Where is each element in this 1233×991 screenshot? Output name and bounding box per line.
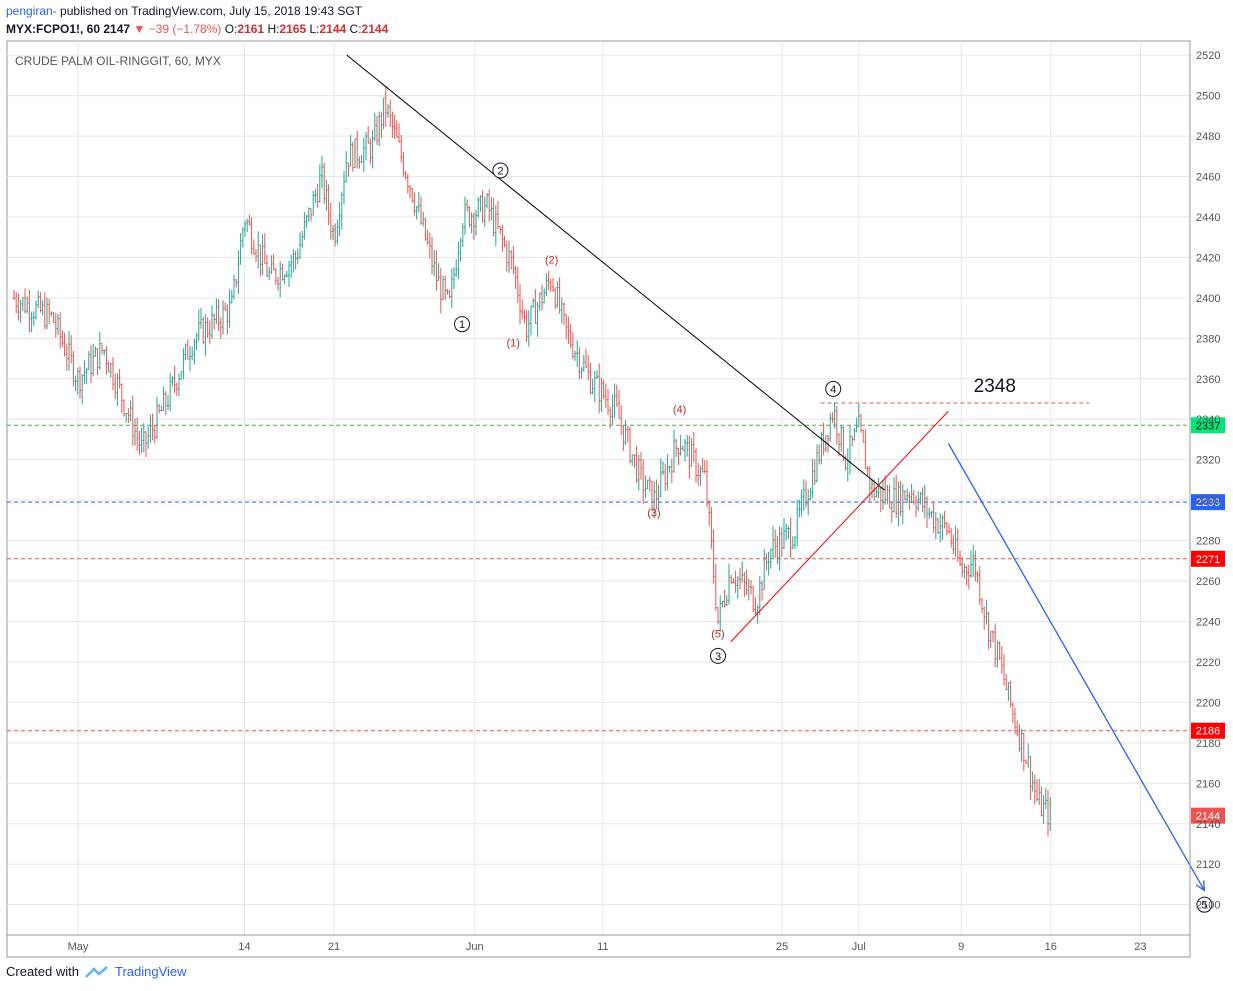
wave-label-sub: (5) — [711, 629, 724, 641]
time-tick-label: 16 — [1045, 941, 1057, 953]
author-link[interactable]: pengiran- — [6, 4, 57, 18]
open-value: 2161 — [237, 22, 265, 36]
price-tick-label: 2360 — [1196, 374, 1220, 386]
level-label: 2337 — [1196, 420, 1220, 432]
price-tick-label: 2140 — [1196, 819, 1220, 831]
last-price-label: 2144 — [1196, 811, 1220, 823]
black-trendline — [346, 54, 885, 491]
time-tick-label: 25 — [776, 941, 788, 953]
time-tick-label: 21 — [328, 941, 340, 953]
time-tick-label: 14 — [238, 941, 250, 953]
wave-circle — [1196, 896, 1213, 913]
price-tick-label: 2460 — [1196, 172, 1220, 184]
level-label-bg — [1191, 722, 1225, 739]
chart-grid — [6, 40, 1191, 936]
price-tick-label: 2400 — [1196, 293, 1220, 305]
target-value-label: 2348 — [974, 376, 1016, 397]
close-label: C: — [349, 22, 362, 36]
wave-circle — [710, 647, 726, 664]
wave-label-circled: 5 — [1201, 900, 1207, 912]
last-price: 2147 — [103, 22, 131, 36]
price-tick-label: 2200 — [1196, 697, 1220, 709]
price-tick-label: 2240 — [1196, 616, 1220, 628]
created-with-label: Created with — [6, 964, 79, 979]
candles — [13, 86, 1052, 837]
wave-label-sub: (4) — [673, 404, 686, 416]
wave-circle — [492, 162, 509, 179]
price-tick-label: 2500 — [1196, 91, 1220, 103]
price-change: −39 (−1.78%) — [148, 22, 222, 36]
time-tick-label: 9 — [958, 941, 964, 953]
price-tick-label: 2220 — [1196, 657, 1220, 669]
level-label-bg — [1191, 550, 1225, 567]
symbol-label[interactable]: MYX:FCPO1!, 60 — [6, 22, 101, 36]
level-label: 2186 — [1196, 726, 1220, 738]
close-value: 2144 — [361, 22, 389, 36]
level-label-bg — [1191, 494, 1225, 511]
low-value: 2144 — [319, 22, 347, 36]
low-label: L: — [309, 22, 320, 36]
price-tick-label: 2340 — [1196, 414, 1220, 426]
price-tick-label: 2300 — [1196, 495, 1220, 507]
price-tick-label: 2320 — [1196, 455, 1220, 467]
wave-label-circled: 1 — [459, 319, 465, 331]
level-label: 2271 — [1196, 554, 1220, 566]
time-tick-label: Jul — [852, 941, 866, 953]
time-tick-label: 11 — [597, 941, 608, 953]
level-label: 2299 — [1196, 497, 1220, 509]
price-tick-label: 2100 — [1196, 900, 1220, 912]
time-tick-label: Jun — [466, 941, 484, 953]
down-arrow-icon: ▼ — [133, 22, 146, 36]
projection-arrow-head — [1195, 880, 1206, 892]
annotations: 2348 1 2 3 4 5 (1) (2) (3) (4) (5) — [346, 54, 1213, 913]
chart-title: CRUDE PALM OIL-RINGGIT, 60, MYX — [15, 54, 221, 68]
time-axis[interactable]: May1421Jun1125Jul91623Aug7 — [6, 934, 1233, 958]
footer: Created with TradingView — [6, 964, 187, 979]
price-tick-label: 2280 — [1196, 536, 1220, 548]
open-label: O: — [224, 22, 238, 36]
tradingview-brand[interactable]: TradingView — [114, 964, 187, 979]
wave-label-sub: (2) — [545, 254, 558, 266]
wave-label-circled: 3 — [715, 651, 721, 663]
wave-circle — [825, 380, 842, 397]
plot-frame — [6, 40, 1191, 936]
price-tick-label: 2380 — [1196, 333, 1220, 345]
price-tick-label: 2180 — [1196, 738, 1220, 750]
price-tick-label: 2160 — [1196, 778, 1220, 790]
price-tick-label: 2520 — [1196, 50, 1220, 62]
price-tick-label: 2420 — [1196, 252, 1220, 264]
high-label: H: — [267, 22, 280, 36]
price-tick-label: 2120 — [1196, 859, 1220, 871]
high-value: 2165 — [279, 22, 307, 36]
price-tick-label: 2480 — [1196, 131, 1220, 143]
time-tick-label: May — [68, 941, 89, 953]
price-axis[interactable]: 2100 2120 2140 2160 2180 2200 2220 2240 2260 2280… — [1189, 41, 1220, 935]
projection-arrow-line — [947, 443, 1205, 891]
symbol-bar: MYX:FCPO1!, 60 2147 ▼ −39 (−1.78%) O:216… — [6, 21, 388, 37]
wave-label-circled: 2 — [497, 165, 503, 177]
last-price-label-bg — [1191, 807, 1225, 824]
chart-header: pengiran- published on TradingView.com, … — [6, 3, 362, 19]
tradingview-logo-icon — [85, 965, 108, 978]
time-axis-box — [6, 934, 1191, 958]
red-trendline — [730, 410, 949, 643]
level-label-bg — [1191, 417, 1225, 434]
wave-circle — [454, 316, 470, 333]
price-tick-label: 2440 — [1196, 212, 1220, 224]
wave-label-sub: (3) — [647, 507, 660, 519]
price-tick-label: 2260 — [1196, 576, 1220, 588]
published-text: published on TradingView.com, July 15, 2… — [60, 4, 363, 18]
time-tick-label: 23 — [1134, 941, 1146, 953]
wave-label-sub: (1) — [506, 337, 519, 349]
horizontal-levels: 2337 2299 2271 2186 2144 — [7, 417, 1225, 824]
wave-label-circled: 4 — [830, 384, 836, 396]
